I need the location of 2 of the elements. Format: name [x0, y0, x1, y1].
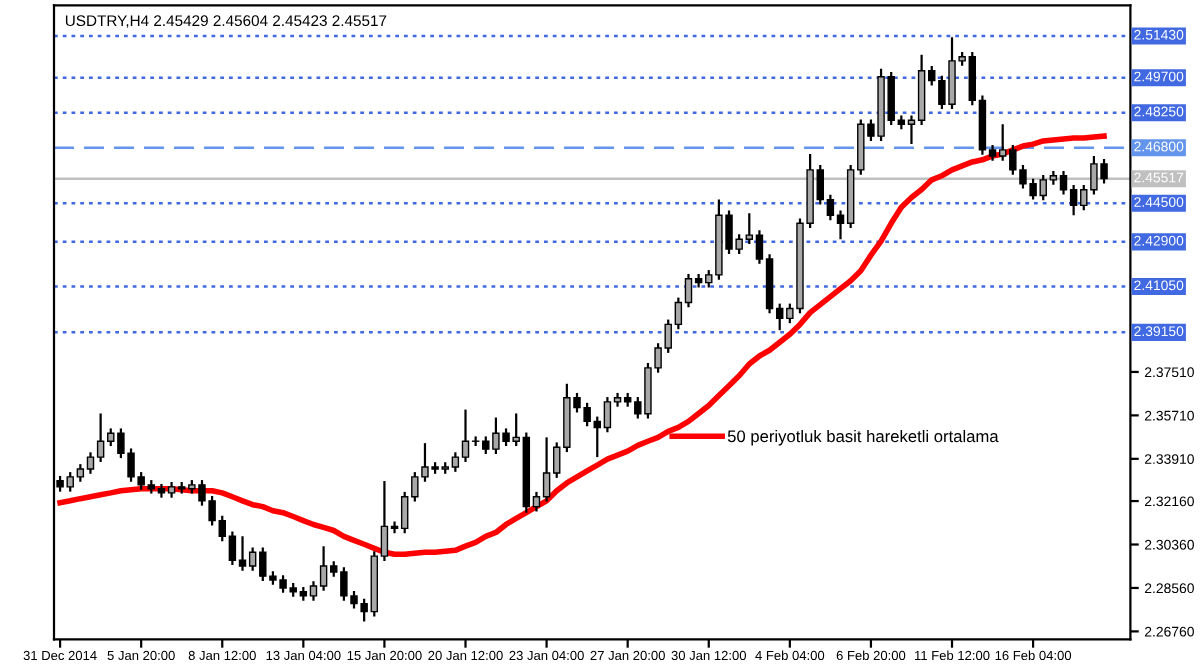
series-label: 50 periyotluk basit hareketli ortalama	[727, 429, 999, 446]
line-series	[57, 133, 1107, 557]
